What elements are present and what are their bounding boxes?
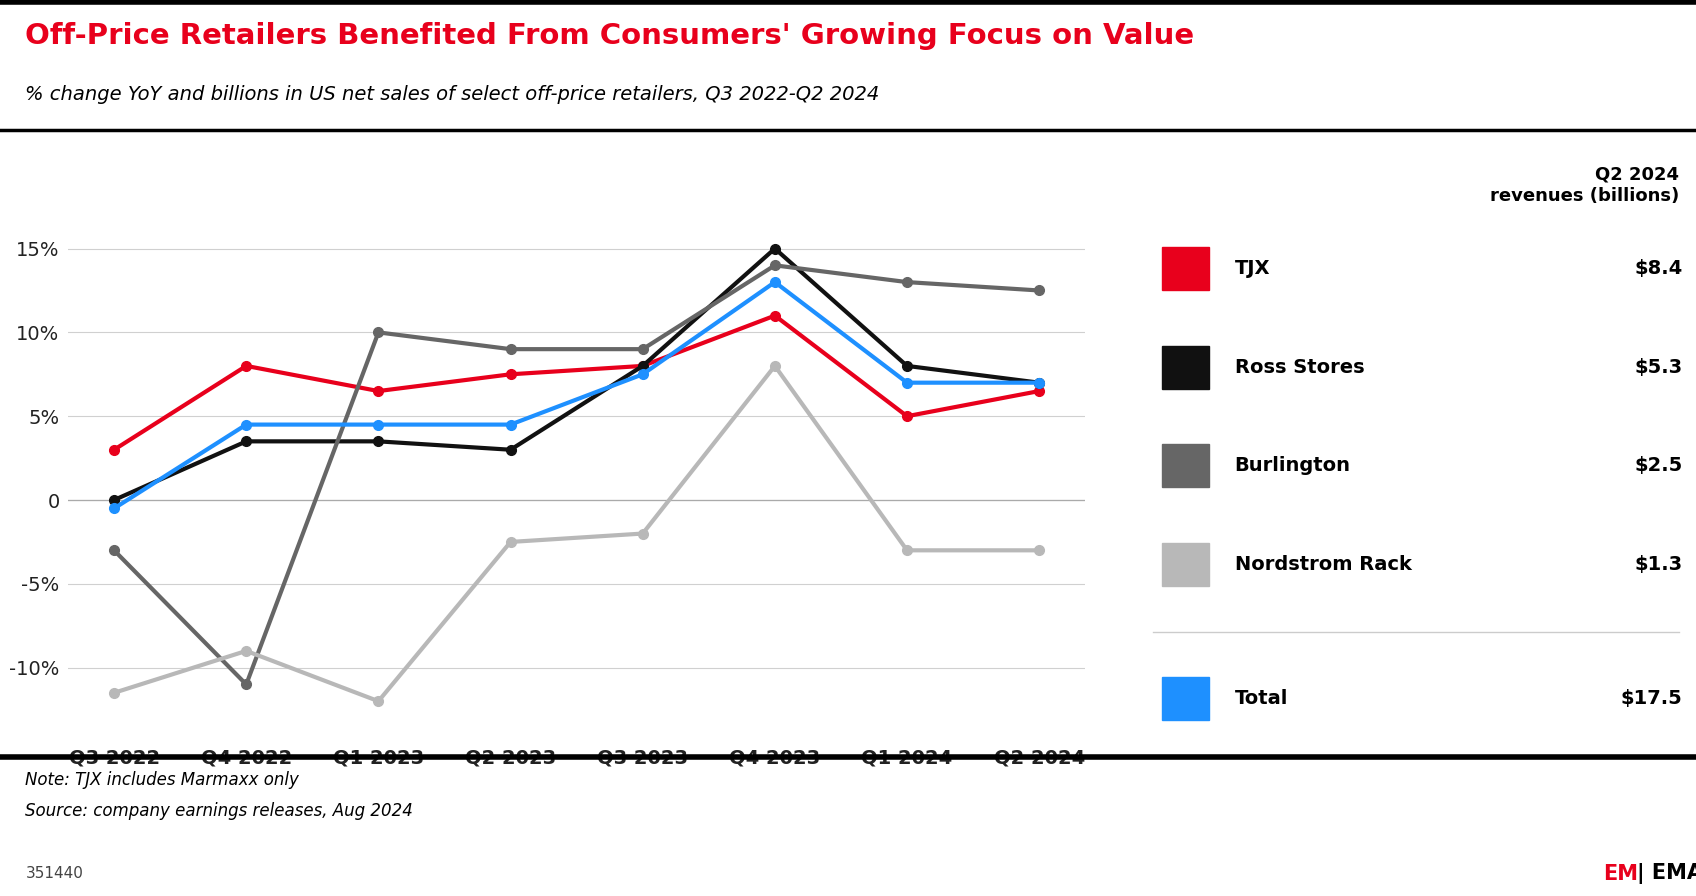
Text: Source: company earnings releases, Aug 2024: Source: company earnings releases, Aug 2… bbox=[25, 802, 414, 820]
Text: $17.5: $17.5 bbox=[1621, 689, 1682, 709]
Text: TJX: TJX bbox=[1235, 259, 1270, 279]
Text: Q2 2024
revenues (billions): Q2 2024 revenues (billions) bbox=[1489, 166, 1679, 204]
Text: $8.4: $8.4 bbox=[1635, 259, 1682, 279]
Text: Note: TJX includes Marmaxx only: Note: TJX includes Marmaxx only bbox=[25, 771, 298, 788]
Text: $2.5: $2.5 bbox=[1635, 456, 1682, 476]
Text: 351440: 351440 bbox=[25, 866, 83, 881]
Text: EM: EM bbox=[1603, 864, 1638, 883]
Text: $5.3: $5.3 bbox=[1635, 358, 1682, 377]
Text: Off-Price Retailers Benefited From Consumers' Growing Focus on Value: Off-Price Retailers Benefited From Consu… bbox=[25, 22, 1194, 50]
Text: Nordstrom Rack: Nordstrom Rack bbox=[1235, 555, 1411, 574]
Text: $1.3: $1.3 bbox=[1635, 555, 1682, 574]
Text: % change YoY and billions in US net sales of select off-price retailers, Q3 2022: % change YoY and billions in US net sale… bbox=[25, 85, 880, 104]
Text: | EMARKETER: | EMARKETER bbox=[1637, 863, 1696, 884]
Text: Total: Total bbox=[1235, 689, 1287, 709]
Text: Burlington: Burlington bbox=[1235, 456, 1350, 476]
Text: Ross Stores: Ross Stores bbox=[1235, 358, 1364, 377]
